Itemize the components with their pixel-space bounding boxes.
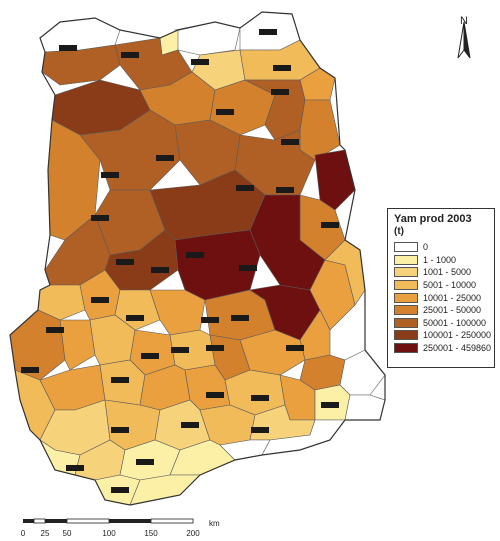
district-label-tag <box>251 427 269 433</box>
district-label-tag <box>171 347 189 353</box>
scale-tick: 200 <box>186 529 200 538</box>
legend-unit: (t) <box>394 226 404 237</box>
legend-row: 100001 - 250000 <box>394 329 492 342</box>
district-label-tag <box>231 315 249 321</box>
legend-swatch <box>394 317 418 328</box>
district-label-tag <box>91 215 109 221</box>
district-label-tag <box>156 155 174 161</box>
district-label-tag <box>186 252 204 258</box>
district-label-tag <box>141 353 159 359</box>
legend-row: 1 - 1000 <box>394 254 488 267</box>
district-label-tag <box>66 465 84 471</box>
district-polygon <box>339 349 386 396</box>
legend-swatch <box>394 280 418 291</box>
legend-label: 0 <box>423 242 429 253</box>
district-label-tag <box>276 187 294 193</box>
district-label-tag <box>21 367 39 373</box>
district-polygon <box>314 149 356 211</box>
district-polygon <box>299 99 341 161</box>
legend-swatch <box>394 343 418 354</box>
legend-row: 250001 - 459860 <box>394 342 492 355</box>
district-polygon <box>149 289 206 336</box>
legend-swatch <box>394 254 418 265</box>
district-label-tag <box>101 172 119 178</box>
district-label-tag <box>206 345 224 351</box>
scale-bar: 0 25 50 100 150 200 km <box>18 514 220 540</box>
district-label-tag <box>111 377 129 383</box>
legend-label: 10001 - 25000 <box>423 292 482 303</box>
district-label-tag <box>151 267 169 273</box>
district-label-tag <box>116 259 134 265</box>
legend-row: 1001 - 5000 <box>394 266 488 279</box>
district-polygon <box>41 44 121 86</box>
district-label-tag <box>206 392 224 398</box>
north-arrow-icon <box>457 21 471 59</box>
district-label-tag <box>259 29 277 35</box>
scale-unit: km <box>209 519 220 528</box>
legend-label: 50001 - 100000 <box>423 317 487 328</box>
legend-row: 50001 - 100000 <box>394 317 488 330</box>
legend-label: 250001 - 459860 <box>423 343 492 354</box>
legend-swatch <box>394 305 418 316</box>
country-border <box>9 11 386 506</box>
legend-label: 5001 - 10000 <box>423 280 477 291</box>
scale-tick: 150 <box>144 529 158 538</box>
district-label-tag <box>136 459 154 465</box>
district-label-tag <box>321 402 339 408</box>
legend-swatch <box>394 330 418 341</box>
district-label-tag <box>281 139 299 145</box>
legend-swatch <box>394 267 418 278</box>
legend-row: 5001 - 10000 <box>394 279 488 292</box>
legend-label: 1 - 1000 <box>423 254 457 265</box>
district-label-tag <box>251 395 269 401</box>
district-label-tag <box>111 427 129 433</box>
legend-label: 100001 - 250000 <box>423 330 492 341</box>
map-legend: Yam prod 2003 (t) 0 1 - 1000 1001 - 5000… <box>387 208 495 368</box>
district-label-tag <box>111 487 129 493</box>
legend-row: 10001 - 25000 <box>394 291 488 304</box>
legend-row: 25001 - 50000 <box>394 304 488 317</box>
scale-tick: 25 <box>40 529 50 538</box>
scale-bar-graphic <box>23 518 194 524</box>
district-label-tag <box>236 185 254 191</box>
legend-row: 0 <box>394 241 488 254</box>
district-label-tag <box>181 422 199 428</box>
district-label-tag <box>273 65 291 71</box>
district-label-tag <box>216 109 234 115</box>
scale-tick: 100 <box>102 529 116 538</box>
scale-tick: 50 <box>62 529 72 538</box>
legend-label: 1001 - 5000 <box>423 267 472 278</box>
district-label-tag <box>59 45 77 51</box>
legend-title: Yam prod 2003 <box>394 213 472 225</box>
district-label-tag <box>46 327 64 333</box>
district-label-tag <box>191 59 209 65</box>
district-polygon <box>344 394 386 421</box>
legend-swatch <box>394 242 418 253</box>
district-label-tag <box>126 315 144 321</box>
district-label-tag <box>321 222 339 228</box>
district-label-tag <box>121 52 139 58</box>
district-polygon <box>59 319 96 371</box>
district-label-tag <box>239 265 257 271</box>
district-polygon <box>174 21 241 56</box>
scale-tick: 0 <box>20 529 26 538</box>
district-label-tag <box>91 297 109 303</box>
legend-swatch <box>394 292 418 303</box>
district-label-tag <box>271 89 289 95</box>
district-label-tag <box>286 345 304 351</box>
legend-label: 25001 - 50000 <box>423 305 482 316</box>
district-label-tag <box>201 317 219 323</box>
north-letter: N <box>460 15 468 27</box>
